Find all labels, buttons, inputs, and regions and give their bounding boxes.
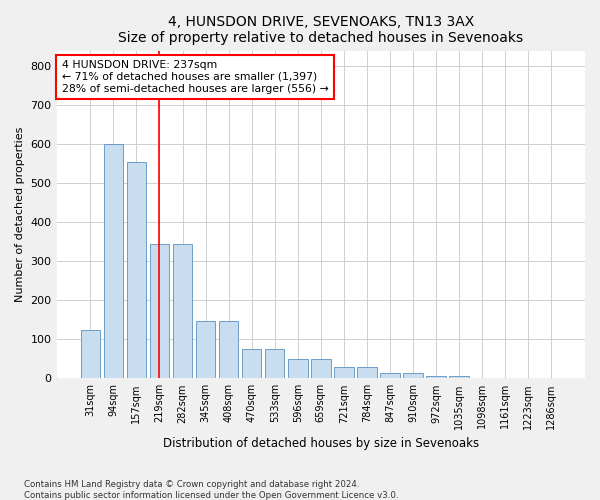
Bar [80, 330, 100, 378]
Bar [334, 366, 353, 378]
Bar [219, 320, 238, 378]
Bar [149, 244, 169, 378]
Bar [104, 144, 123, 378]
Bar [449, 376, 469, 378]
Bar [127, 162, 146, 378]
Bar [242, 349, 262, 378]
Bar [403, 373, 423, 378]
Bar [265, 349, 284, 378]
X-axis label: Distribution of detached houses by size in Sevenoaks: Distribution of detached houses by size … [163, 437, 479, 450]
Text: Contains HM Land Registry data © Crown copyright and database right 2024.
Contai: Contains HM Land Registry data © Crown c… [24, 480, 398, 500]
Y-axis label: Number of detached properties: Number of detached properties [15, 126, 25, 302]
Title: 4, HUNSDON DRIVE, SEVENOAKS, TN13 3AX
Size of property relative to detached hous: 4, HUNSDON DRIVE, SEVENOAKS, TN13 3AX Si… [118, 15, 523, 45]
Bar [380, 373, 400, 378]
Bar [357, 366, 377, 378]
Bar [196, 320, 215, 378]
Bar [173, 244, 193, 378]
Bar [288, 359, 308, 378]
Bar [426, 376, 446, 378]
Text: 4 HUNSDON DRIVE: 237sqm
← 71% of detached houses are smaller (1,397)
28% of semi: 4 HUNSDON DRIVE: 237sqm ← 71% of detache… [62, 60, 329, 94]
Bar [311, 359, 331, 378]
